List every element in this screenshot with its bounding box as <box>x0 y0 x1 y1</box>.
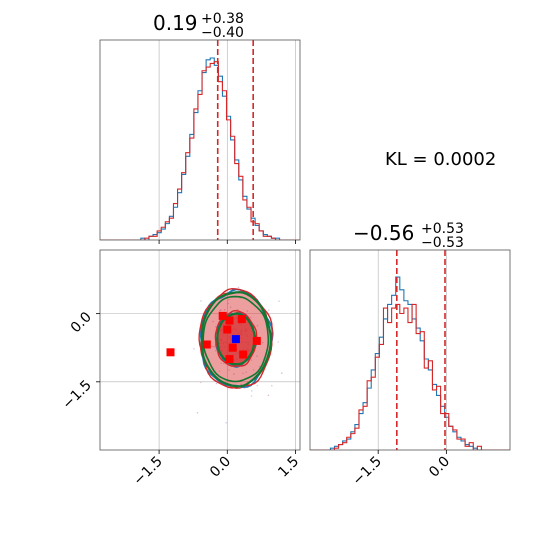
y-tick-label: 0.0 <box>68 309 95 336</box>
scatter-point <box>308 348 310 350</box>
bottom-right-ticks: −1.5 0.0 <box>350 450 453 489</box>
red-square-marker <box>202 340 211 349</box>
red-square-marker <box>166 348 175 357</box>
red-square-marker <box>225 355 234 364</box>
top-left-title-sup: +0.38 <box>201 11 244 27</box>
bottom-left-grid <box>100 250 300 450</box>
scatter-point <box>225 422 227 424</box>
top-left-frame <box>99 39 301 241</box>
bottom-left-contour-panel: −1.5 0.0 1.5 0.0 −1.5 <box>59 249 310 489</box>
scatter-point <box>227 302 230 305</box>
contour-green-outer <box>200 291 273 388</box>
scatter-point <box>278 300 280 303</box>
scatter-point <box>236 309 239 311</box>
histogram-series-0 <box>100 57 300 240</box>
scatter-point <box>215 350 217 352</box>
scatter-point <box>220 362 222 365</box>
scatter-point <box>228 369 230 371</box>
scatter-point <box>251 390 253 392</box>
top-left-histogram-panel <box>99 39 301 244</box>
bottom-right-grid <box>377 250 447 450</box>
scatter-point <box>268 309 270 311</box>
scatter-point <box>256 324 259 327</box>
bottom-right-title-sub: −0.53 <box>421 235 464 251</box>
scatter-point <box>281 372 283 374</box>
scatter-point <box>196 412 199 414</box>
top-left-ticks <box>158 240 296 244</box>
bottom-right-title-value: −0.56 <box>353 221 414 245</box>
scatter-point <box>211 345 213 348</box>
bottom-right-frame <box>309 249 511 451</box>
top-left-grid <box>158 40 296 240</box>
y-tick-label: −1.5 <box>59 377 94 412</box>
scatter-point <box>218 370 221 373</box>
top-left-title-value: 0.19 <box>153 11 198 35</box>
scatter-point <box>233 373 235 375</box>
scatter-point <box>250 395 253 397</box>
scatter-point <box>193 347 195 350</box>
x-tick-label: −1.5 <box>131 454 166 489</box>
top-left-quantile-lines <box>216 40 254 240</box>
scatter-point <box>258 365 261 368</box>
top-left-title: 0.19 <box>153 11 198 35</box>
scatter-point <box>267 394 270 397</box>
scatter-point <box>246 310 249 312</box>
x-tick-label: 0.0 <box>426 454 453 481</box>
red-square-marker <box>228 343 237 352</box>
red-square-marker <box>223 325 232 334</box>
scatter-point <box>277 341 280 343</box>
scatter-point <box>256 355 258 357</box>
bottom-right-histogram-panel: −1.5 0.0 <box>309 249 511 489</box>
histogram-series-0 <box>310 276 510 450</box>
scatter-point <box>250 316 252 319</box>
top-left-title-sub: −0.40 <box>201 25 244 41</box>
bottom-left-markers <box>166 311 261 364</box>
bottom-right-histograms <box>310 276 510 450</box>
red-square-marker <box>239 350 248 359</box>
top-left-histograms <box>100 57 300 240</box>
scatter-point <box>226 311 229 314</box>
bottom-left-frame <box>99 249 301 451</box>
contour-green-mid <box>202 295 270 383</box>
scatter-point <box>252 369 255 371</box>
scatter-point <box>212 320 214 323</box>
scatter-point <box>223 362 225 365</box>
scatter-point <box>200 381 202 384</box>
contour-red-inner <box>214 309 258 367</box>
red-square-marker <box>237 315 246 324</box>
kl-label: KL = 0.0002 <box>385 149 496 170</box>
scatter-point <box>242 372 244 375</box>
scatter-point <box>228 298 230 301</box>
x-tick-label: 0.0 <box>207 454 234 481</box>
scatter-point <box>200 300 202 302</box>
bottom-right-title-sup: +0.53 <box>421 221 464 237</box>
red-square-marker <box>218 311 227 320</box>
blue-square-marker <box>231 335 240 344</box>
scatter-point <box>240 383 242 386</box>
bottom-right-quantile-lines <box>396 250 446 450</box>
scatter-point <box>219 309 221 312</box>
histogram-series-1 <box>310 303 510 450</box>
scatter-point <box>215 382 218 385</box>
x-tick-label: 1.5 <box>275 454 302 481</box>
scatter-point <box>256 384 259 387</box>
scatter-point <box>261 341 264 344</box>
scatter-point <box>245 371 248 373</box>
x-tick-label: −1.5 <box>350 454 385 489</box>
scatter-point <box>213 345 215 348</box>
histogram-series-1 <box>100 61 300 240</box>
bottom-right-title: −0.56 <box>353 221 414 245</box>
scatter-point <box>229 306 232 309</box>
contour-red-outer <box>198 287 273 389</box>
red-square-marker <box>252 336 261 345</box>
scatter-point <box>223 309 226 311</box>
scatter-point <box>250 359 253 361</box>
scatter-point <box>271 384 273 387</box>
scatter-point <box>237 286 240 289</box>
red-square-marker <box>225 316 234 325</box>
